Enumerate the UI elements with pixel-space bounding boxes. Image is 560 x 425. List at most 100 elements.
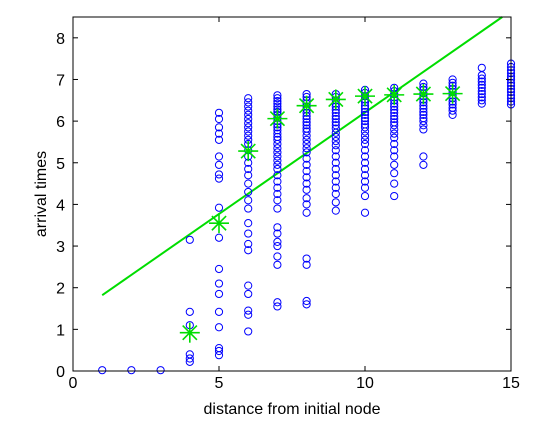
data-point bbox=[331, 206, 340, 215]
data-point bbox=[331, 164, 340, 174]
data-point bbox=[302, 254, 311, 263]
data-point bbox=[273, 252, 282, 261]
data-point bbox=[273, 135, 282, 144]
data-point bbox=[477, 77, 486, 86]
mean-marker bbox=[442, 83, 463, 104]
data-point bbox=[390, 105, 399, 114]
data-point bbox=[390, 160, 399, 169]
data-point bbox=[302, 260, 311, 269]
data-point bbox=[214, 351, 224, 360]
data-point bbox=[273, 144, 282, 153]
data-point bbox=[302, 173, 311, 182]
data-point bbox=[273, 152, 282, 161]
data-point bbox=[331, 177, 340, 186]
data-point bbox=[331, 118, 340, 127]
data-point bbox=[244, 239, 253, 249]
data-point bbox=[214, 152, 224, 161]
data-point bbox=[419, 117, 428, 126]
data-point bbox=[244, 127, 253, 136]
data-point bbox=[244, 179, 253, 188]
y-tick-label: 4 bbox=[56, 197, 65, 214]
x-tick-label: 0 bbox=[69, 375, 78, 392]
y-tick-label: 7 bbox=[56, 72, 65, 89]
data-point bbox=[360, 110, 370, 119]
data-point bbox=[477, 99, 486, 108]
y-tick-label: 5 bbox=[56, 156, 65, 173]
fit-line bbox=[101, 16, 503, 297]
data-point bbox=[360, 114, 370, 123]
data-point bbox=[244, 94, 253, 103]
data-point bbox=[214, 135, 224, 144]
tick-layer: 0 5 10 15 0 1 2 3 4 5 6 7 8 bbox=[56, 17, 520, 392]
data-point bbox=[390, 112, 399, 121]
data-point bbox=[302, 139, 311, 149]
data-point bbox=[214, 170, 224, 179]
data-point bbox=[390, 125, 399, 134]
data-point bbox=[360, 146, 370, 155]
data-point bbox=[244, 123, 253, 132]
data-point bbox=[360, 208, 370, 217]
data-point bbox=[390, 169, 399, 178]
data-point bbox=[331, 158, 340, 167]
data-point bbox=[331, 128, 340, 137]
mean-marker bbox=[325, 89, 346, 110]
data-point bbox=[331, 189, 340, 199]
data-point bbox=[448, 75, 457, 84]
data-point bbox=[302, 179, 311, 188]
data-point bbox=[273, 260, 282, 269]
data-point bbox=[390, 179, 399, 188]
data-point bbox=[273, 196, 282, 205]
data-point bbox=[214, 160, 224, 169]
data-point bbox=[302, 300, 311, 309]
data-point bbox=[273, 223, 282, 232]
data-point bbox=[360, 164, 370, 174]
data-point bbox=[419, 125, 428, 134]
data-point bbox=[331, 152, 340, 161]
data-point bbox=[185, 354, 194, 363]
data-point bbox=[477, 96, 486, 105]
data-point bbox=[273, 189, 282, 199]
data-point bbox=[477, 80, 486, 89]
mean-marker bbox=[413, 84, 434, 105]
data-point bbox=[360, 107, 370, 117]
data-point bbox=[302, 296, 311, 306]
data-point bbox=[477, 87, 486, 96]
data-point bbox=[244, 281, 253, 290]
y-tick-label: 8 bbox=[56, 31, 65, 48]
data-point bbox=[273, 139, 282, 149]
data-point bbox=[448, 106, 457, 115]
data-point bbox=[360, 117, 370, 126]
data-point bbox=[331, 146, 340, 155]
y-tick-label: 2 bbox=[56, 281, 65, 298]
data-point bbox=[302, 160, 311, 169]
data-point bbox=[214, 174, 224, 183]
data-point bbox=[273, 97, 282, 106]
data-point bbox=[360, 123, 370, 132]
x-tick-label: 5 bbox=[215, 375, 224, 392]
data-point bbox=[360, 183, 370, 192]
mean-marker bbox=[296, 95, 317, 116]
data-point bbox=[156, 366, 165, 375]
data-point bbox=[214, 129, 224, 138]
data-point bbox=[419, 110, 428, 119]
data-point bbox=[244, 204, 253, 213]
data-point bbox=[273, 99, 282, 108]
data-point bbox=[273, 148, 282, 157]
data-point bbox=[302, 200, 311, 209]
data-point bbox=[273, 171, 282, 180]
y-axis-label: arrival times bbox=[33, 151, 50, 237]
data-point bbox=[244, 187, 253, 197]
data-point bbox=[214, 279, 224, 288]
data-point bbox=[360, 135, 370, 144]
data-point bbox=[302, 127, 311, 136]
data-point bbox=[331, 198, 340, 207]
data-point bbox=[273, 177, 282, 186]
data-point bbox=[185, 235, 194, 244]
mean-marker bbox=[179, 322, 200, 343]
data-point bbox=[448, 110, 457, 119]
data-point bbox=[360, 177, 370, 186]
data-point bbox=[331, 124, 340, 133]
data-point bbox=[302, 194, 311, 203]
data-point bbox=[302, 121, 311, 130]
y-tick-label: 0 bbox=[56, 364, 65, 381]
